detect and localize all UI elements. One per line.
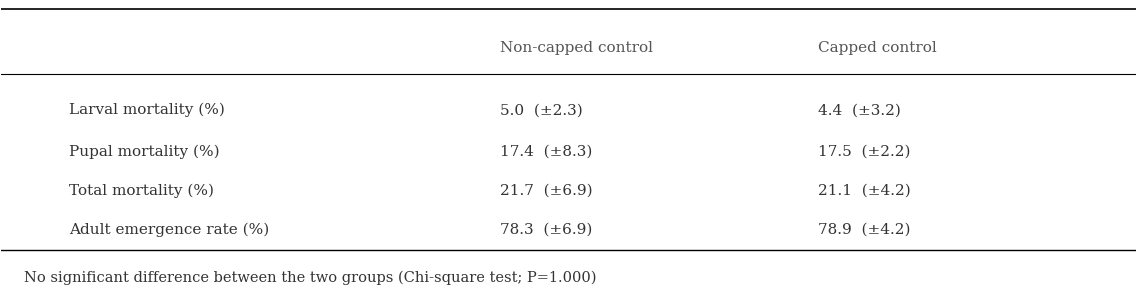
- Text: 17.5  (±2.2): 17.5 (±2.2): [818, 145, 911, 159]
- Text: No significant difference between the two groups (Chi-square test; P=1.000): No significant difference between the tw…: [24, 271, 597, 285]
- Text: 78.3  (±6.9): 78.3 (±6.9): [500, 222, 592, 236]
- Text: 21.7  (±6.9): 21.7 (±6.9): [500, 184, 594, 198]
- Text: Pupal mortality (%): Pupal mortality (%): [69, 144, 221, 159]
- Text: 21.1  (±4.2): 21.1 (±4.2): [818, 184, 911, 198]
- Text: Capped control: Capped control: [818, 41, 937, 55]
- Text: Non-capped control: Non-capped control: [500, 41, 654, 55]
- Text: 4.4  (±3.2): 4.4 (±3.2): [818, 103, 901, 117]
- Text: 17.4  (±8.3): 17.4 (±8.3): [500, 145, 592, 159]
- Text: Total mortality (%): Total mortality (%): [69, 183, 215, 198]
- Text: Adult emergence rate (%): Adult emergence rate (%): [69, 222, 269, 237]
- Text: 5.0  (±2.3): 5.0 (±2.3): [500, 103, 583, 117]
- Text: 78.9  (±4.2): 78.9 (±4.2): [818, 222, 911, 236]
- Text: Larval mortality (%): Larval mortality (%): [69, 103, 225, 117]
